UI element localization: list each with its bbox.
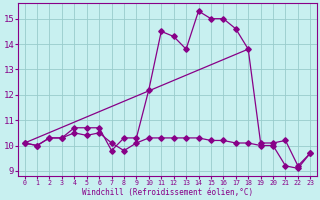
X-axis label: Windchill (Refroidissement éolien,°C): Windchill (Refroidissement éolien,°C) bbox=[82, 188, 253, 197]
